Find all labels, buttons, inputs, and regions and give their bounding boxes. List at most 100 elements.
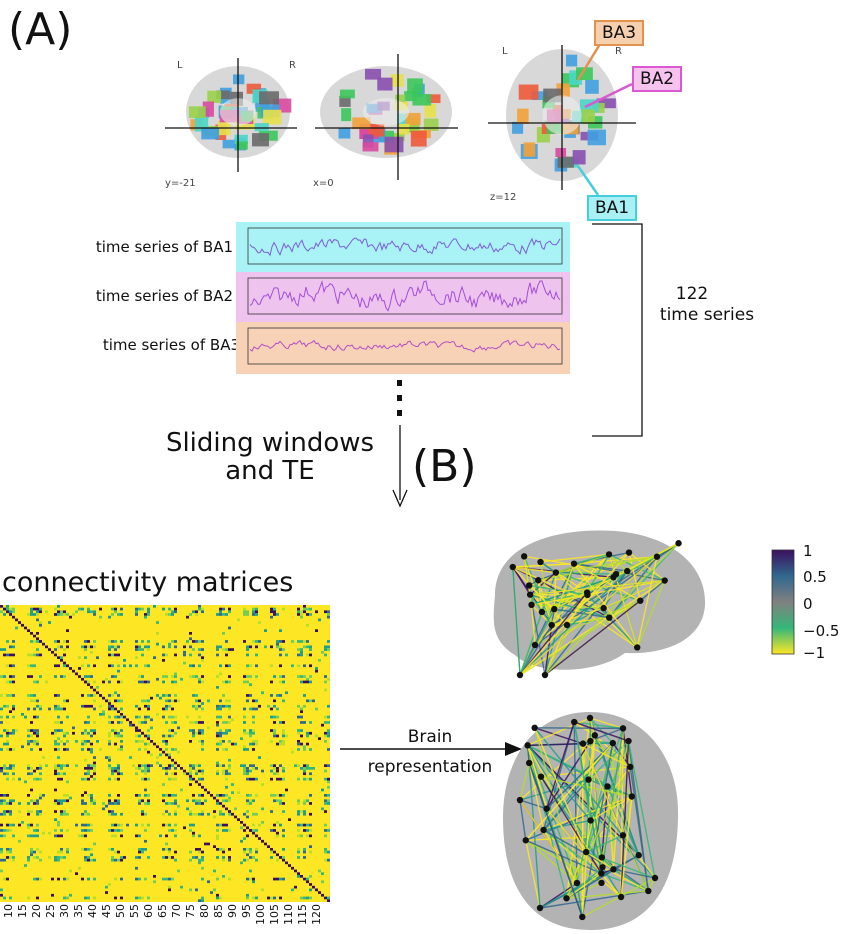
matrix-cell (297, 777, 300, 781)
matrix-title: connectivity matrices (2, 567, 294, 598)
matrix-cell (276, 715, 279, 719)
matrix-cell (201, 702, 204, 705)
parcel (390, 74, 404, 87)
matrix-diagonal (117, 710, 120, 713)
network-edge (589, 717, 624, 730)
matrix-cell (276, 694, 279, 697)
matrix-cell (57, 742, 60, 746)
matrix-cell (306, 829, 309, 832)
matrix-diagonal (267, 845, 270, 848)
matrix-cell (111, 769, 114, 773)
matrix-cell (54, 731, 57, 735)
connectivity-matrix (0, 605, 330, 902)
network-node (516, 671, 524, 679)
matrix-cell (60, 772, 63, 776)
matrix-cell (114, 645, 117, 649)
matrix-cell (291, 750, 294, 754)
matrix-cell (6, 694, 9, 697)
matrix-cell (168, 812, 171, 816)
network-node (522, 837, 529, 844)
matrix-cell (57, 707, 60, 711)
matrix-cell (60, 656, 63, 659)
matrix-cell (297, 748, 300, 751)
matrix-cell (75, 610, 78, 614)
matrix-cell (246, 767, 249, 770)
matrix-cell (321, 650, 324, 654)
matrix-cell (54, 764, 57, 767)
matrix-cell (201, 802, 204, 805)
matrix-cell (324, 680, 327, 684)
network-edge (581, 742, 614, 918)
matrix-cell (3, 704, 6, 708)
network-node (563, 621, 571, 629)
matrix-cell (147, 613, 150, 616)
matrix-cell (114, 731, 117, 735)
network-edge (525, 840, 541, 909)
matrix-cell (3, 834, 6, 838)
matrix-cell (165, 810, 168, 813)
network-edge (553, 572, 557, 610)
matrix-cell (57, 613, 60, 616)
matrix-cell (276, 858, 279, 862)
matrix-cell (192, 834, 195, 838)
matrix-cell (135, 794, 138, 797)
matrix-cell (282, 769, 285, 773)
network-node (587, 817, 594, 824)
matrix-cell (99, 615, 102, 619)
matrix-cell (228, 740, 231, 743)
matrix-cell (315, 734, 318, 738)
matrix-cell (240, 764, 243, 767)
matrix-cell (30, 675, 33, 678)
matrix-cell (249, 777, 252, 781)
matrix-cell (270, 829, 273, 832)
matrix-cell (63, 613, 66, 616)
matrix-cell (33, 699, 36, 703)
matrix-cell (303, 810, 306, 813)
matrix-cell (198, 777, 201, 781)
matrix-cell (300, 650, 303, 654)
matrix-cell (114, 767, 117, 770)
matrix-cell (111, 834, 114, 838)
matrix-cell (189, 637, 192, 641)
network-edge (576, 882, 583, 918)
time-series-bg (236, 322, 570, 374)
matrix-cell (135, 767, 138, 770)
network-node (548, 621, 555, 629)
network-edge (528, 762, 545, 831)
matrix-cell (174, 715, 177, 719)
matrix-cell (33, 742, 36, 746)
matrix-cell (33, 777, 36, 781)
matrix-cell (222, 748, 225, 751)
matrix-cell (249, 850, 252, 854)
matrix-cell (306, 653, 309, 657)
matrix-cell (120, 877, 123, 881)
matrix-cell (303, 607, 306, 611)
matrix-cell (225, 729, 228, 732)
matrix-cell (36, 823, 39, 827)
parcel (341, 108, 352, 122)
matrix-cell (195, 610, 198, 614)
matrix-diagonal (21, 623, 24, 627)
matrix-cell (108, 848, 111, 851)
matrix-cell (120, 829, 123, 832)
matrix-cell (306, 767, 309, 770)
matrix-cell (36, 640, 39, 643)
matrix-cell (165, 802, 168, 805)
matrix-cell (225, 785, 228, 789)
matrix-cell (255, 777, 258, 781)
matrix-cell (24, 864, 27, 867)
parcel (369, 123, 385, 137)
matrix-cell (324, 850, 327, 854)
matrix-cell (54, 704, 57, 708)
matrix-diagonal (222, 804, 225, 808)
network-node (563, 895, 570, 902)
matrix-cell (246, 802, 249, 805)
matrix-cell (111, 653, 114, 657)
matrix-cell (225, 680, 228, 684)
network-edge (589, 717, 614, 744)
matrix-cell (174, 858, 177, 862)
matrix-cell (9, 610, 12, 614)
matrix-cell (84, 856, 87, 859)
matrix-cell (135, 715, 138, 719)
